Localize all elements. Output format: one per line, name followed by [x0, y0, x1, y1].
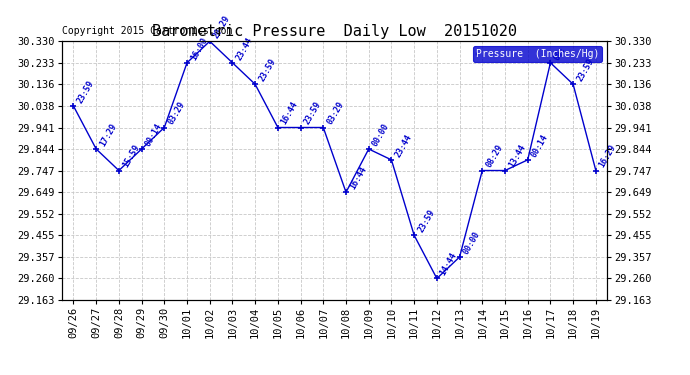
Text: 23:59: 23:59 [75, 79, 96, 105]
Text: 23:59: 23:59 [575, 57, 595, 83]
Text: 23:59: 23:59 [257, 57, 277, 83]
Text: 17:29: 17:29 [98, 122, 118, 148]
Title: Barometric Pressure  Daily Low  20151020: Barometric Pressure Daily Low 20151020 [152, 24, 517, 39]
Text: 00:: 00: [552, 44, 568, 62]
Text: 23:59: 23:59 [416, 208, 436, 234]
Text: 13:44: 13:44 [507, 143, 527, 170]
Legend: Pressure  (Inches/Hg): Pressure (Inches/Hg) [473, 46, 602, 62]
Text: 23:59: 23:59 [302, 100, 323, 126]
Text: 00:00: 00:00 [371, 122, 391, 148]
Text: 03:29: 03:29 [325, 100, 346, 126]
Text: 23:44: 23:44 [393, 133, 413, 159]
Text: 16:00: 16:00 [189, 36, 209, 62]
Text: 16:29: 16:29 [598, 143, 618, 170]
Text: 20:29: 20:29 [212, 14, 232, 40]
Text: 08:29: 08:29 [484, 143, 504, 170]
Text: Copyright 2015 Cartronics.com: Copyright 2015 Cartronics.com [62, 26, 233, 36]
Text: 03:29: 03:29 [166, 100, 186, 126]
Text: 00:14: 00:14 [529, 133, 550, 159]
Text: 15:59: 15:59 [121, 143, 141, 170]
Text: 23:44: 23:44 [235, 36, 255, 62]
Text: 00:14: 00:14 [144, 122, 164, 148]
Text: 16:44: 16:44 [348, 165, 368, 191]
Text: 16:44: 16:44 [279, 100, 300, 126]
Text: 00:00: 00:00 [462, 230, 482, 256]
Text: 14:44: 14:44 [439, 251, 459, 278]
